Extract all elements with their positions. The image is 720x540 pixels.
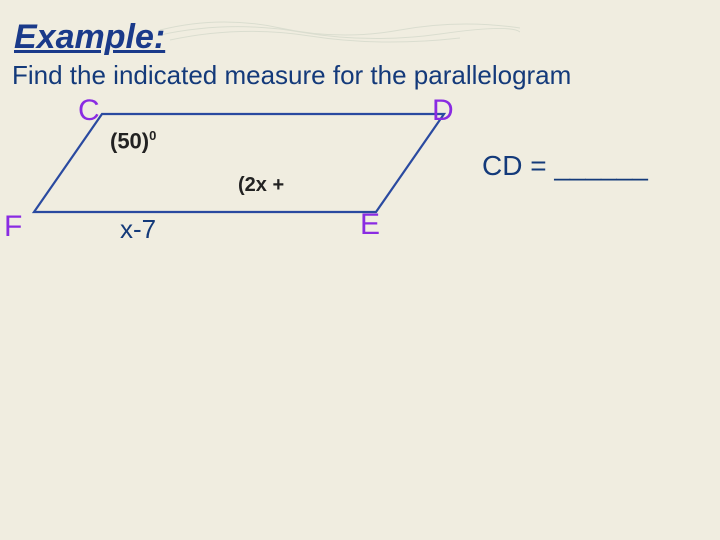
vertex-f: F bbox=[4, 210, 22, 244]
subtitle: Find the indicated measure for the paral… bbox=[12, 60, 571, 91]
vertex-c: C bbox=[78, 94, 100, 128]
decorative-swoosh bbox=[160, 10, 520, 50]
title: Example: bbox=[14, 18, 165, 57]
expr-2x: (2x + bbox=[238, 174, 284, 197]
angle-50: (50)0 bbox=[110, 128, 156, 154]
vertex-d: D bbox=[432, 94, 454, 128]
expr-x7: x-7 bbox=[120, 214, 156, 245]
vertex-e: E bbox=[360, 208, 380, 242]
cd-answer: CD = ______ bbox=[482, 150, 648, 182]
